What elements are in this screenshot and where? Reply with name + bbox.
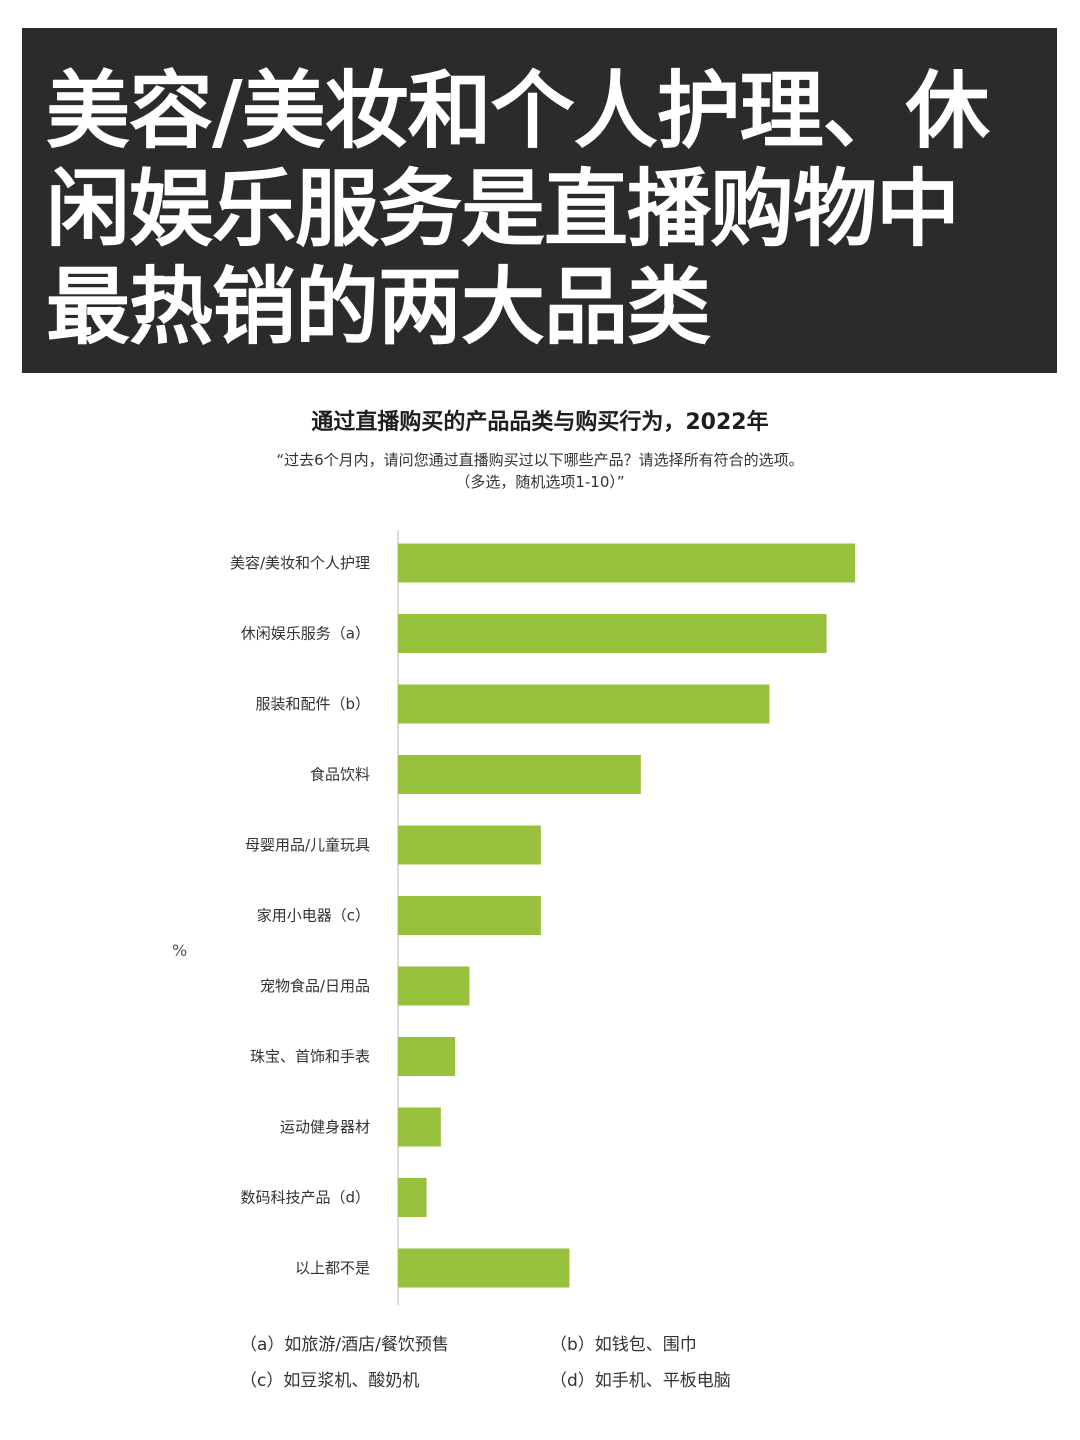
- footnote-d: （d）如手机、平板电脑: [550, 1371, 731, 1391]
- category-label-6: 宠物食品/日用品: [260, 977, 370, 995]
- headline-text: 美容/美妆和个人护理、休闲娱乐服务是直播购物中最热销的两大品类: [46, 62, 990, 356]
- bar-5: [398, 896, 541, 935]
- category-label-9: 数码科技产品（d）: [240, 1189, 370, 1207]
- footnote-c: （c）如豆浆机、酸奶机: [240, 1371, 420, 1391]
- bar-0: [398, 543, 856, 583]
- category-label-7: 珠宝、首饰和手表: [250, 1048, 370, 1066]
- category-label-1: 休闲娱乐服务（a）: [241, 625, 370, 643]
- chart-title: 通过直播购买的产品品类与购买行为，2022年: [311, 410, 769, 435]
- chart-subtitle-line-1: “过去6个月内，请问您通过直播购买过以下哪些产品？请选择所有符合的选项。: [276, 451, 804, 469]
- category-label-8: 运动健身器材: [280, 1118, 370, 1136]
- unit-label: %: [172, 941, 188, 960]
- category-label-0: 美容/美妆和个人护理: [230, 554, 370, 572]
- bar-10: [398, 1248, 570, 1288]
- category-label-3: 食品饮料: [310, 766, 370, 784]
- bar-4: [398, 825, 541, 865]
- bar-1: [398, 614, 827, 653]
- chart-subtitle-line-2: （多选，随机选项1-10）”: [455, 473, 625, 491]
- headline-banner: 美容/美妆和个人护理、休闲娱乐服务是直播购物中最热销的两大品类: [22, 28, 1057, 373]
- bar-2: [398, 684, 770, 724]
- footnote-b: （b）如钱包、围巾: [550, 1335, 697, 1355]
- bar-3: [398, 755, 641, 794]
- category-label-5: 家用小电器（c）: [257, 907, 370, 925]
- category-label-4: 母婴用品/儿童玩具: [245, 836, 370, 854]
- footnote-a: （a）如旅游/酒店/餐饮预售: [240, 1335, 449, 1355]
- category-label-2: 服装和配件（b）: [255, 695, 370, 713]
- bar-6: [398, 966, 470, 1006]
- bar-7: [398, 1037, 456, 1076]
- bar-8: [398, 1107, 441, 1147]
- category-label-10: 以上都不是: [295, 1259, 370, 1277]
- bar-9: [398, 1178, 427, 1217]
